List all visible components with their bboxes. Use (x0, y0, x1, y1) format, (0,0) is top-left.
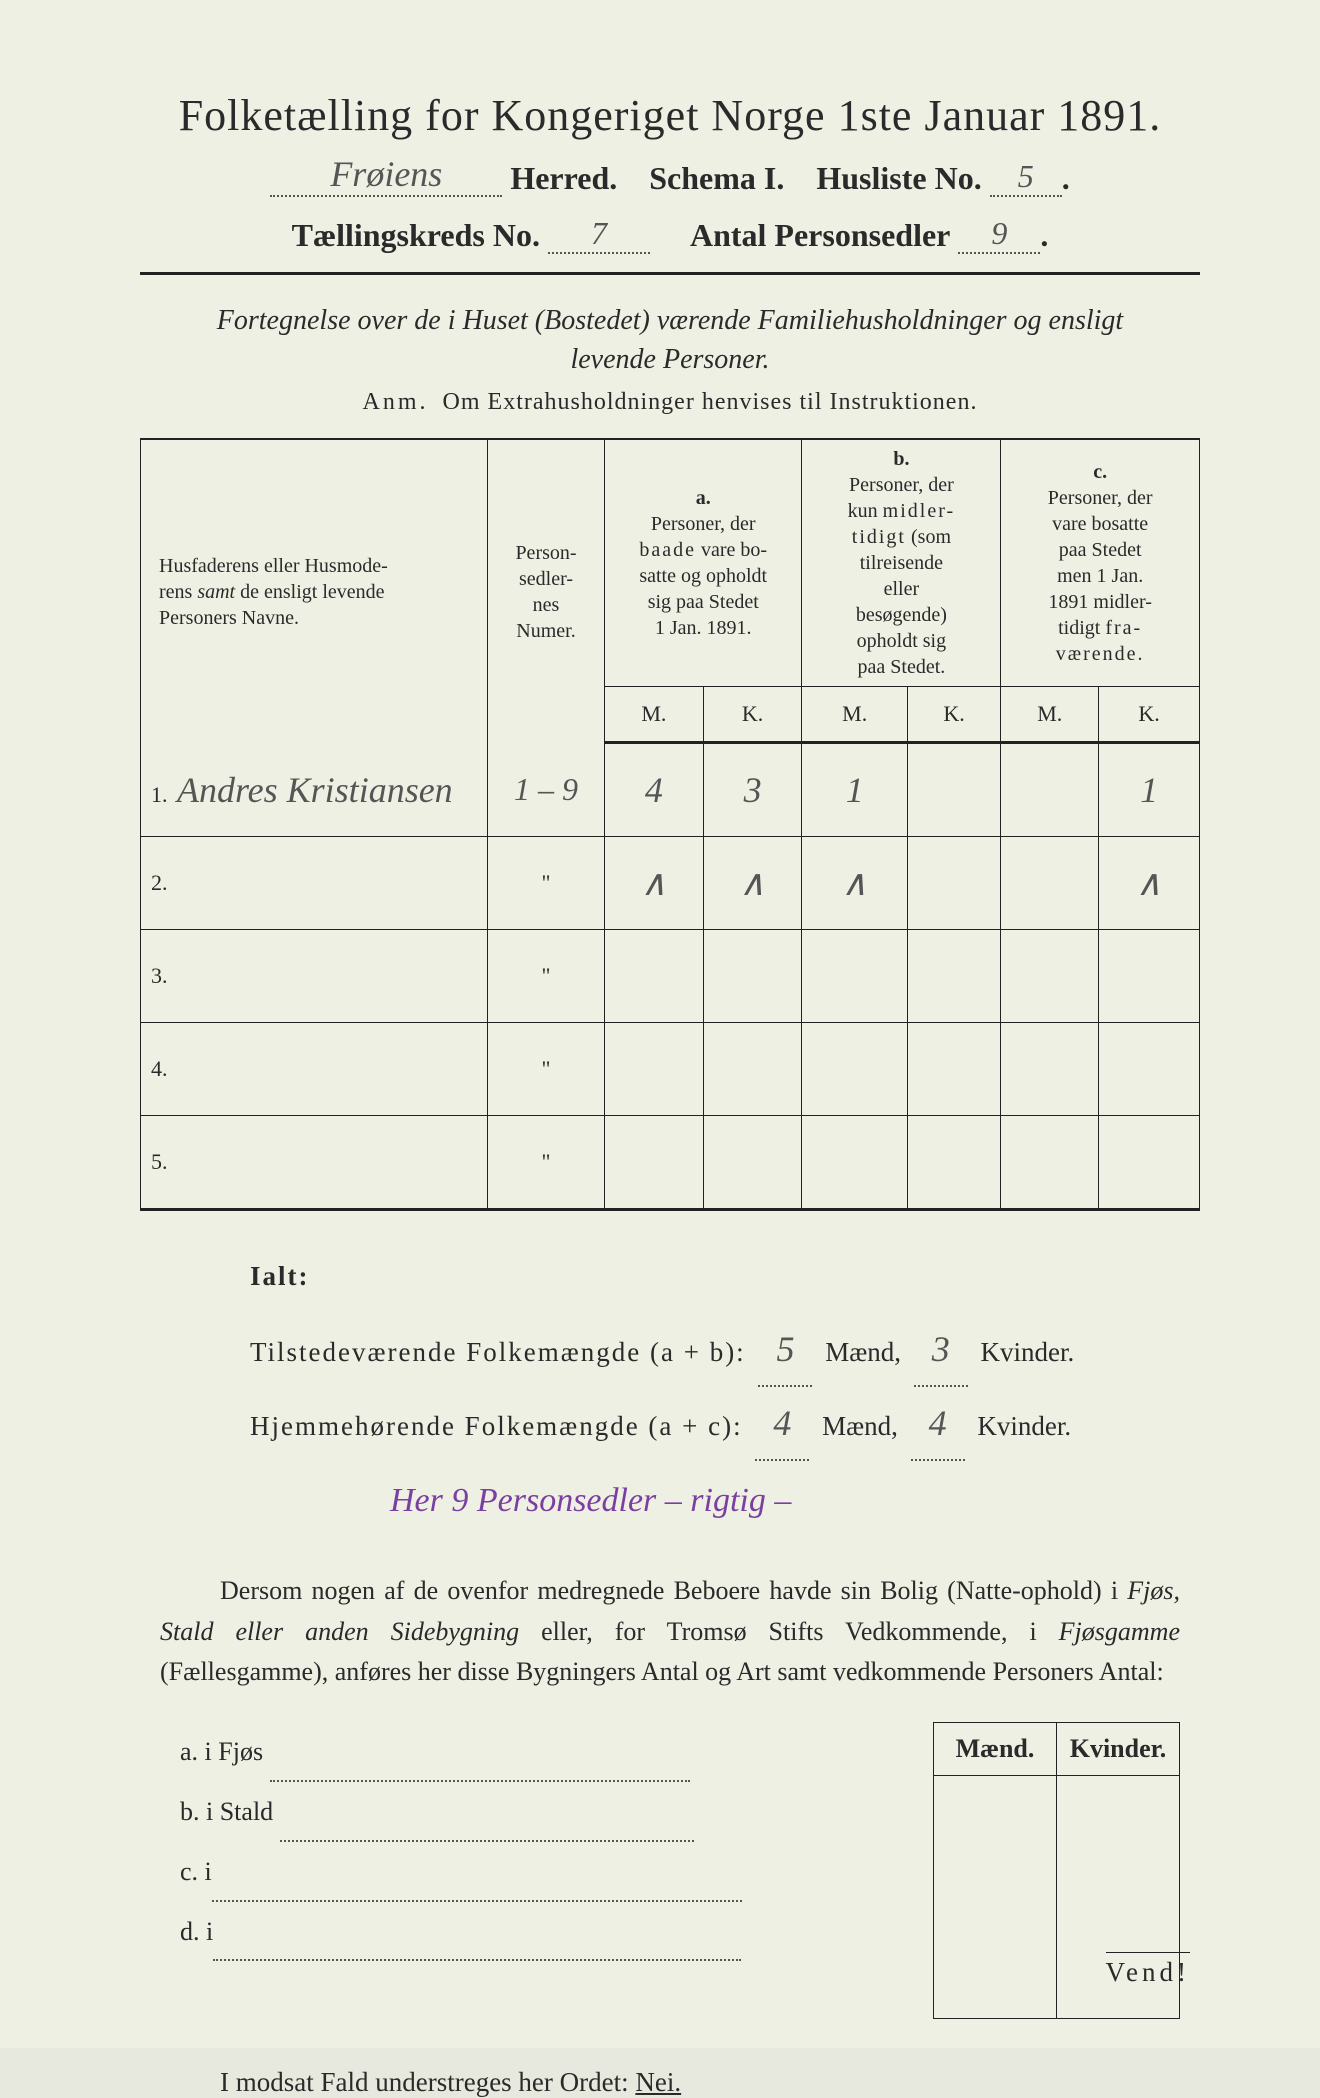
ialt-header: Ialt: (250, 1249, 1200, 1303)
ialt-line-2: Hjemmehørende Folkemængde (a + c): 4 Mæn… (250, 1387, 1200, 1461)
purple-annotation: Her 9 Personsedler – rigtig – (390, 1467, 1200, 1535)
header-line-3: Tællingskreds No. 7 Antal Personsedler 9… (140, 215, 1200, 254)
vend-label: Vend! (1106, 1952, 1190, 1988)
mk-k-header: Kvinder. (1057, 1723, 1180, 1776)
anm-prefix: Anm. (363, 389, 429, 415)
abcd-list: a. i Fjøs b. i Stald c. i d. i (140, 1722, 933, 1961)
table-row: 1.Andres Kristiansen 1 – 9 4 3 1 1 (141, 743, 1200, 837)
abcd-d: d. i (180, 1902, 933, 1962)
anm-text: Om Extrahusholdninger henvises til Instr… (443, 389, 978, 415)
antal-no: 9 (958, 215, 1040, 254)
divider-1 (140, 272, 1200, 275)
herred-field: Frøiens (270, 153, 502, 197)
census-form-page: Folketælling for Kongeriget Norge 1ste J… (0, 0, 1320, 2048)
col-c: c. Personer, dervare bosattepaa Stedetme… (1001, 439, 1200, 687)
bottom-section: a. i Fjøs b. i Stald c. i d. i Mænd. Kvi… (140, 1722, 1200, 2019)
abcd-a: a. i Fjøs (180, 1722, 933, 1782)
mk-m-header: Mænd. (934, 1723, 1057, 1776)
a-k: K. (703, 687, 802, 743)
a-m: M. (605, 687, 704, 743)
dersom-paragraph: Dersom nogen af de ovenfor medregnede Be… (160, 1571, 1180, 1692)
herred-label: Herred. (510, 160, 617, 196)
table-row: 3. " (141, 930, 1200, 1023)
table-row: 4. " (141, 1023, 1200, 1116)
nei-line: I modsat Fald understreges her Ordet: Ne… (220, 2067, 1200, 2098)
table-row: 2. " ∧ ∧ ∧ ∧ (141, 837, 1200, 930)
header-line-2: Frøiens Herred. Schema I. Husliste No. 5… (140, 153, 1200, 197)
antal-label: Antal Personsedler (690, 217, 950, 253)
subtitle: Fortegnelse over de i Huset (Bostedet) v… (180, 301, 1160, 379)
c-m: M. (1001, 687, 1099, 743)
page-title: Folketælling for Kongeriget Norge 1ste J… (140, 90, 1200, 141)
col-b: b. Personer, derkun midler-tidigt (somti… (802, 439, 1001, 687)
kreds-no: 7 (548, 215, 650, 254)
c-k: K. (1099, 687, 1200, 743)
mk-m-cell (934, 1776, 1057, 2019)
main-table: Husfaderens eller Husmode-rens samt de e… (140, 438, 1200, 1211)
husliste-label: Husliste No. (816, 160, 981, 196)
schema-label: Schema I. (649, 160, 784, 196)
husliste-no: 5 (990, 158, 1062, 197)
ialt-block: Ialt: Tilstedeværende Folkemængde (a + b… (250, 1249, 1200, 1535)
col-sedler: Person-sedler-nesNumer. (488, 439, 605, 743)
b-k: K. (907, 687, 1000, 743)
anm-line: Anm. Om Extrahusholdninger henvises til … (140, 389, 1200, 416)
abcd-b: b. i Stald (180, 1782, 933, 1842)
ialt-line-1: Tilstedeværende Folkemængde (a + b): 5 M… (250, 1313, 1200, 1387)
col-names: Husfaderens eller Husmode-rens samt de e… (141, 439, 488, 743)
b-m: M. (802, 687, 907, 743)
col-a: a. Personer, derbaade vare bo-satte og o… (605, 439, 802, 687)
table-row: 5. " (141, 1116, 1200, 1210)
kreds-label: Tællingskreds No. (292, 217, 540, 253)
abcd-c: c. i (180, 1842, 933, 1902)
